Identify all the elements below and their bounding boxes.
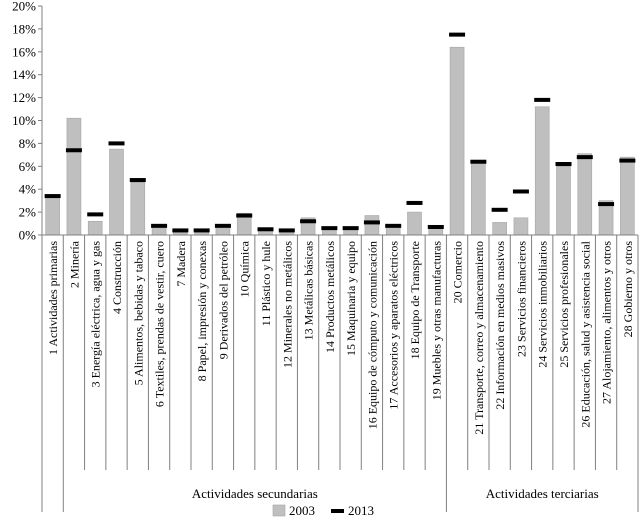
category-label: 4 Construcción (110, 241, 124, 314)
marker-2013 (65, 148, 82, 153)
bar-2003 (407, 211, 422, 236)
marker-2013 (598, 202, 615, 207)
category-label: 14 Productos metálicos (323, 241, 337, 353)
markers-2013 (44, 32, 636, 233)
marker-2013 (278, 228, 295, 233)
marker-2013 (193, 228, 210, 233)
legend-label-2013: 2013 (348, 503, 374, 518)
category-label: 18 Equipo de Transporte (408, 241, 422, 359)
bar-2003 (556, 166, 571, 236)
category-label: 20 Comercio (451, 241, 465, 303)
category-label: 15 Maquinaria y equipo (344, 241, 358, 356)
bar-2003 (66, 117, 82, 236)
bar-2003 (428, 227, 444, 236)
category-label: 25 Servicios profesionales (557, 241, 571, 368)
category-label: 1 Actividades primarias (46, 241, 60, 355)
marker-2013 (342, 226, 359, 231)
bar-2003 (215, 226, 231, 236)
category-label: 27 Alojamiento, alimentos y otros (600, 241, 614, 404)
category-label: 22 Información en medios masivos (493, 241, 507, 410)
category-label: 26 Educación, salud y asistencia social (578, 240, 592, 427)
category-label: 12 Minerales no metálicos (280, 241, 294, 368)
category-label: 16 Equipo de cómputo y comunicación (365, 241, 379, 429)
marker-2013 (576, 155, 593, 160)
marker-2013 (619, 158, 636, 163)
y-tick-label: 6% (19, 159, 37, 174)
marker-2013 (108, 141, 125, 146)
y-tick-label: 20% (12, 0, 36, 14)
marker-2013 (87, 212, 104, 217)
category-label: 8 Papel, impresión y conexas (195, 241, 209, 382)
marker-2013 (257, 227, 274, 232)
category-label: 9 Derivados del petróleo (216, 241, 230, 359)
category-label: 7 Madera (174, 240, 188, 286)
marker-2013 (44, 194, 61, 199)
marker-2013 (385, 223, 402, 228)
bars-2003 (45, 46, 635, 236)
marker-2013 (406, 200, 423, 205)
bar-2003 (87, 220, 103, 236)
category-label: 13 Metálicas básicas (302, 241, 316, 341)
marker-2013 (449, 32, 466, 37)
legend: 2003 2013 (272, 503, 374, 518)
bar-2003 (534, 106, 550, 236)
category-label: 2 Minería (67, 240, 81, 288)
y-tick-label: 16% (12, 44, 36, 59)
marker-2013 (427, 224, 444, 229)
marker-2013 (214, 223, 231, 228)
bar-2003 (620, 156, 635, 236)
y-tick-label: 0% (19, 228, 37, 243)
category-label: 28 Gobierno y otros (621, 241, 635, 338)
bar-2003 (471, 162, 486, 236)
y-tick-label: 8% (19, 136, 37, 151)
y-tick-label: 4% (19, 182, 37, 197)
category-label: 11 Plástico y hule (259, 241, 273, 326)
category-label: 23 Servicios financieros (514, 241, 528, 357)
category-label: 6 Textiles, prendas de vestir, cuero (153, 241, 167, 407)
bar-2003 (130, 182, 146, 236)
category-label: 10 Química (238, 240, 252, 297)
category-label: 5 Alimentos, bebidas y tabaco (131, 241, 145, 385)
marker-2013 (363, 220, 380, 225)
bar-2003 (492, 222, 507, 236)
marker-2013 (172, 228, 189, 233)
legend-label-2003: 2003 (289, 503, 315, 518)
bar-2003 (513, 217, 529, 236)
bar-2003 (45, 196, 60, 236)
x-axis: 1 Actividades primarias 2 Minería 3 Energí… (41, 234, 639, 512)
y-axis: 0% 2% 4% 6% 8% 10% 12% 14% 16% 18% 20% (12, 0, 43, 243)
bar-2003 (577, 153, 593, 236)
y-tick-label: 2% (19, 205, 37, 220)
marker-2013 (300, 219, 317, 224)
y-tick-label: 14% (12, 67, 36, 82)
legend-swatch-2003 (272, 504, 286, 517)
bar-2003 (343, 228, 358, 236)
marker-2013 (491, 207, 508, 212)
bar-2003 (449, 46, 465, 236)
y-tick-label: 18% (12, 21, 36, 36)
marker-2013 (555, 162, 572, 167)
category-label: 3 Energía eléctrica, agua y gas (89, 241, 103, 388)
category-label: 24 Servicios inmobiliarios (536, 241, 550, 368)
marker-2013 (321, 226, 338, 231)
bar-2003 (364, 215, 380, 236)
group-label: Actividades terciarias (486, 486, 599, 501)
category-label: 17 Accesorios y aparatos eléctricos (387, 241, 401, 410)
marker-2013 (470, 159, 487, 164)
marker-2013 (151, 223, 168, 228)
marker-2013 (534, 97, 551, 102)
legend-swatch-2013 (331, 509, 344, 513)
category-label: 19 Muebles y otras manufacturas (429, 241, 443, 401)
marker-2013 (512, 189, 529, 194)
category-label: 21 Transporte, correo y almacenamiento (472, 241, 486, 435)
group-label: Actividades secundarias (192, 486, 318, 501)
marker-2013 (129, 178, 146, 183)
bar-2003 (109, 148, 124, 236)
marker-2013 (236, 213, 253, 218)
y-tick-label: 12% (12, 90, 36, 105)
y-tick-label: 10% (12, 113, 36, 128)
